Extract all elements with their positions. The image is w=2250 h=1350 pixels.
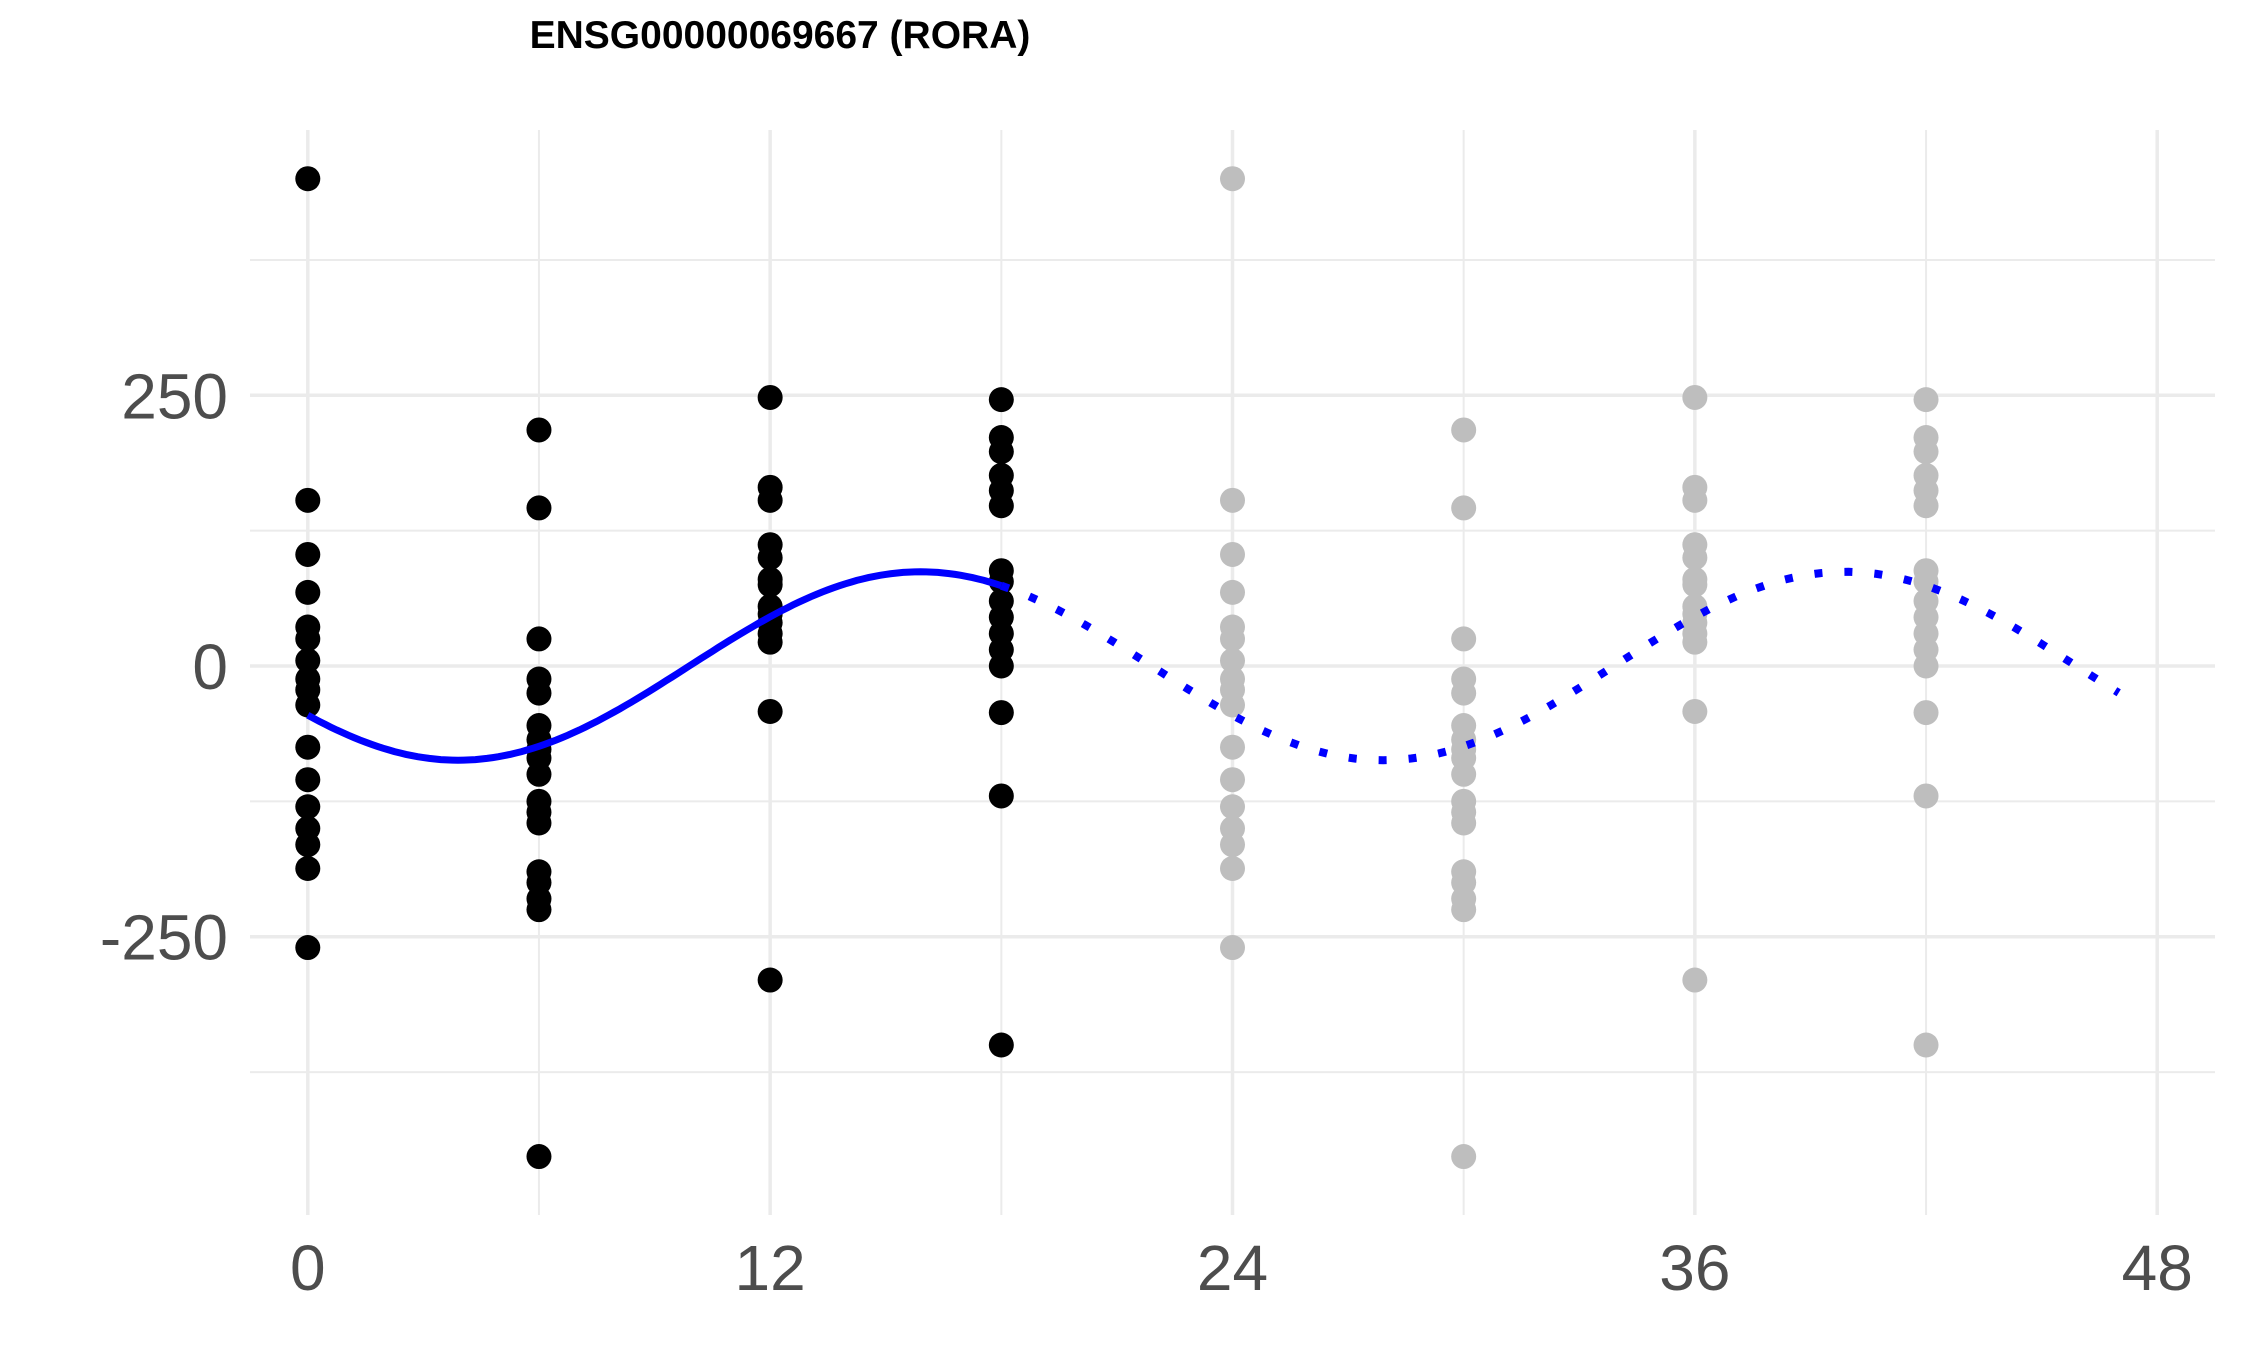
repeated-point — [1913, 653, 1939, 679]
observed-point — [526, 810, 552, 836]
observed-point — [988, 1032, 1014, 1058]
observed-point — [526, 761, 552, 787]
repeated-point — [1913, 387, 1939, 413]
repeated-point — [1220, 767, 1245, 793]
repeated-point — [1682, 698, 1708, 724]
repeated-point — [1220, 487, 1245, 513]
observed-point — [757, 967, 783, 993]
chart-title: ENSG00000069667 (RORA) — [529, 14, 1031, 57]
repeated-point — [1220, 541, 1245, 567]
repeated-point — [1682, 384, 1708, 410]
x-tick-label: 48 — [2122, 1232, 2193, 1304]
repeated-point — [1220, 692, 1245, 718]
observed-point — [295, 166, 321, 192]
observed-point — [757, 698, 783, 724]
repeated-point — [1682, 629, 1708, 655]
observed-point — [757, 384, 783, 410]
repeated-point — [1451, 417, 1477, 443]
repeated-point — [1220, 626, 1245, 652]
observed-point — [526, 417, 552, 443]
observed-point — [757, 572, 783, 598]
x-tick-labels: 0 12 24 36 48 — [290, 1232, 2193, 1304]
repeated-point — [1220, 832, 1245, 858]
repeated-point — [1451, 680, 1477, 706]
repeated-point — [1913, 1032, 1939, 1058]
observed-point — [757, 487, 783, 513]
y-tick-label: 250 — [121, 360, 228, 432]
observed-point — [295, 832, 321, 858]
x-tick-label: 0 — [290, 1232, 326, 1304]
x-tick-label: 12 — [735, 1232, 806, 1304]
observed-point — [295, 767, 321, 793]
repeated-point — [1451, 810, 1477, 836]
observed-point — [295, 648, 321, 674]
repeated-point — [1913, 569, 1939, 595]
observed-point — [988, 700, 1014, 726]
repeated-point — [1451, 626, 1477, 652]
x-tick-label: 36 — [1659, 1232, 1730, 1304]
observed-point — [295, 541, 321, 567]
observed-point — [295, 626, 321, 652]
observed-point — [526, 680, 552, 706]
repeated-point — [1220, 855, 1245, 881]
observed-point — [526, 495, 552, 521]
repeated-point — [1220, 648, 1245, 674]
repeated-point — [1220, 166, 1245, 192]
repeated-point — [1913, 700, 1939, 726]
fit-curve-group — [306, 567, 2121, 765]
observed-point — [988, 653, 1014, 679]
fit-line-solid — [306, 568, 1003, 764]
repeated-point — [1682, 967, 1708, 993]
repeated-point — [1682, 545, 1708, 571]
observed-point — [988, 493, 1014, 519]
observed-point — [295, 579, 321, 605]
repeated-point — [1451, 1144, 1477, 1170]
observed-point — [295, 794, 321, 820]
observed-point — [757, 629, 783, 655]
observed-point — [757, 545, 783, 571]
repeated-point — [1451, 761, 1477, 787]
repeated-point — [1682, 487, 1708, 513]
fit-line-dotted — [999, 567, 2121, 765]
repeated-point — [1913, 783, 1939, 809]
observed-point — [295, 692, 321, 718]
repeated-point — [1220, 734, 1245, 760]
data-points — [295, 166, 1939, 1170]
observed-point — [295, 487, 321, 513]
observed-point — [295, 935, 321, 961]
repeated-point — [1682, 572, 1708, 598]
observed-point — [526, 1144, 552, 1170]
observed-point — [295, 734, 321, 760]
y-tick-label: 0 — [192, 631, 228, 703]
observed-point — [526, 897, 552, 923]
repeated-point — [1220, 579, 1245, 605]
x-tick-label: 24 — [1197, 1232, 1268, 1304]
observed-point — [295, 855, 321, 881]
repeated-point — [1451, 495, 1477, 521]
observed-point — [988, 387, 1014, 413]
observed-point — [988, 783, 1014, 809]
y-tick-label: -250 — [100, 902, 228, 974]
repeated-point — [1913, 493, 1939, 519]
y-tick-labels: -250 0 250 — [100, 360, 228, 973]
observed-point — [526, 626, 552, 652]
repeated-point — [1913, 439, 1939, 465]
repeated-point — [1220, 794, 1245, 820]
repeated-point — [1451, 897, 1477, 923]
observed-point — [988, 439, 1014, 465]
repeated-point — [1220, 935, 1245, 961]
